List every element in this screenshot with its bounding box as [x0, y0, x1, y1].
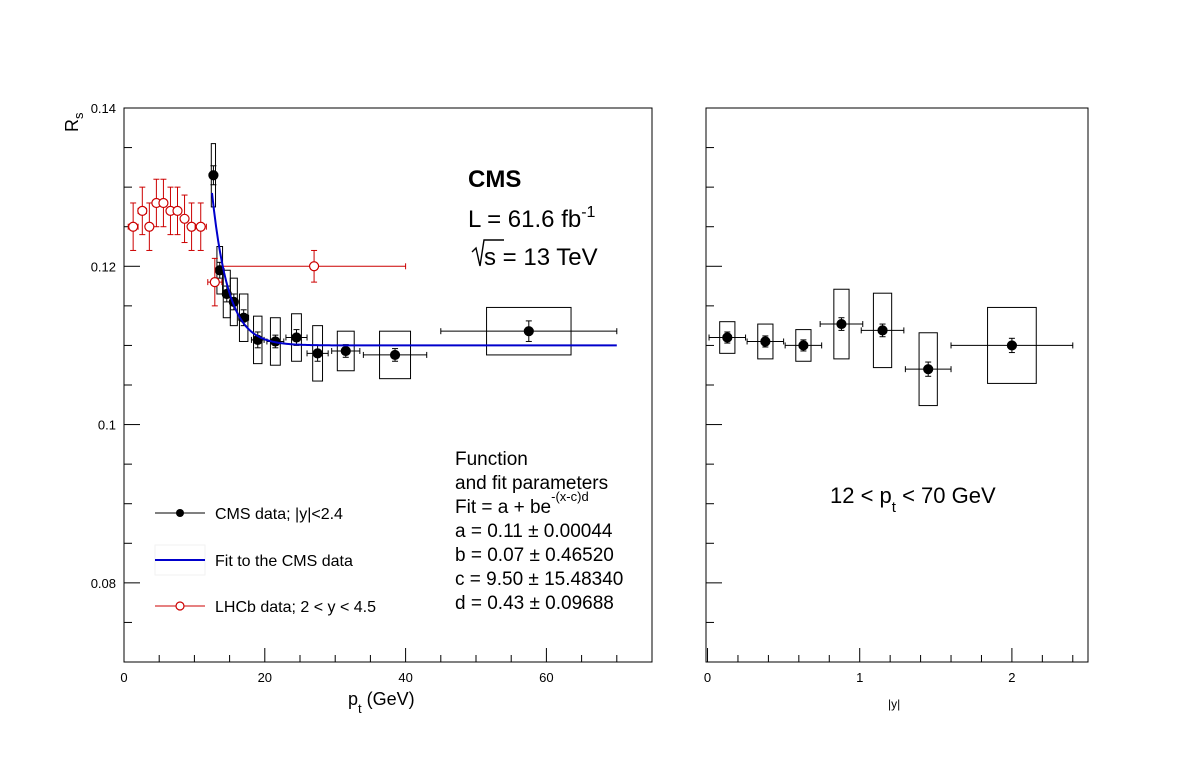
x-tick-label: 0: [704, 670, 711, 685]
left-data-marks: [127, 143, 618, 382]
cms-energy-sqrt: s: [484, 244, 496, 271]
left-xlabel-sub: t: [358, 701, 362, 716]
right-plot-frame: [705, 107, 1089, 663]
lhcb-point: [195, 221, 206, 232]
fit-param-c: c = 9.50 ± 15.48340: [455, 569, 623, 590]
fit-formula-exponent: -(x-c)d: [551, 489, 589, 504]
lhcb-point: [158, 197, 169, 209]
cms-point: [1006, 340, 1018, 351]
left-xlabel-main: p: [348, 689, 358, 709]
fit-param-a: a = 0.11 ± 0.00044: [455, 521, 613, 542]
right-panel: 0 1 2 |y| 12 < pt < 70 GeV: [704, 107, 1089, 711]
legend-entry-cms: CMS data; |y|<2.4: [155, 506, 343, 523]
fit-param-d: d = 0.43 ± 0.09688: [455, 593, 614, 614]
cms-point: [523, 326, 534, 337]
cms-lumi-label: L = 61.6 fb-1: [468, 204, 596, 233]
legend-lhcb-marker: [175, 601, 185, 611]
lhcb-point: [308, 261, 320, 272]
fit-text-line3: Fit = a + be-(x-c)d: [455, 489, 589, 518]
right-xlabel: |y|: [888, 697, 900, 711]
sqrt-symbol: [471, 239, 504, 267]
cms-point: [312, 348, 323, 359]
left-xlabel: pt (GeV): [348, 689, 415, 716]
left-axis-ticks: 0 20 40 60 0.08 0.1 0.12 0.14: [91, 101, 653, 685]
x-tick-label: 40: [398, 670, 412, 685]
cms-lumi-sup: -1: [581, 204, 595, 221]
x-tick-label: 1: [856, 670, 863, 685]
fit-formula: Fit = a + be: [455, 497, 551, 518]
fit-parameters-box: Function and fit parameters Fit = a + be…: [455, 449, 623, 614]
left-ylabel: Rs: [62, 112, 86, 132]
cms-point: [877, 325, 888, 336]
right-axis-ticks: 0 1 2: [704, 107, 1074, 685]
cms-lumi-text: L = 61.6 fb: [468, 206, 581, 233]
cms-point: [923, 364, 934, 375]
right-annotation-sub: t: [892, 499, 897, 516]
right-annotation-suffix: < 70 GeV: [896, 483, 996, 508]
lhcb-point: [209, 277, 220, 288]
y-tick-label: 0.08: [91, 576, 116, 591]
right-annotation: 12 < pt < 70 GeV: [830, 483, 996, 516]
left-panel: 0 20 40 60 0.08 0.1 0.12 0.14 Rs pt (GeV) CMS L …: [62, 101, 653, 716]
fit-text-line2: and fit parameters: [455, 473, 608, 494]
left-ylabel-sub: s: [71, 112, 86, 119]
cms-point: [340, 345, 351, 357]
lhcb-point: [172, 205, 183, 216]
legend-entry-fit: Fit to the CMS data: [154, 544, 353, 576]
cms-point: [208, 170, 219, 181]
cms-point: [722, 332, 733, 343]
cms-point: [291, 332, 302, 343]
fit-curve: [211, 192, 617, 347]
cms-energy-label: s = 13 TeV: [471, 239, 598, 271]
legend-entry-lhcb: LHCb data; 2 < y < 4.5: [155, 599, 376, 616]
y-tick-label: 0.12: [91, 259, 116, 274]
right-annotation-prefix: 12 < p: [830, 483, 892, 508]
left-xlabel-unit: (GeV): [367, 689, 415, 709]
cms-point: [760, 336, 771, 347]
fit-param-b: b = 0.07 ± 0.46520: [455, 545, 614, 566]
legend-fit-label: Fit to the CMS data: [215, 553, 353, 570]
lhcb-point: [128, 221, 139, 232]
x-tick-label: 0: [120, 670, 127, 685]
cms-point: [798, 340, 809, 351]
cms-point: [389, 349, 401, 361]
cms-energy-rest: = 13 TeV: [496, 244, 598, 271]
lhcb-point: [179, 213, 190, 224]
x-tick-label: 20: [258, 670, 272, 685]
x-tick-label: 60: [539, 670, 553, 685]
legend-cms-marker: [176, 509, 184, 517]
legend: CMS data; |y|<2.4 Fit to the CMS data LH…: [154, 506, 376, 616]
lhcb-point: [137, 205, 148, 216]
lhcb-point: [144, 221, 155, 232]
right-data-marks: [708, 288, 1074, 407]
x-tick-label: 2: [1008, 670, 1015, 685]
y-tick-label: 0.1: [98, 418, 116, 433]
y-tick-label: 0.14: [91, 101, 116, 116]
cms-point: [836, 318, 847, 330]
cms-energy-text: s = 13 TeV: [484, 244, 598, 271]
fit-text-line1: Function: [455, 449, 528, 470]
cms-experiment-label: CMS: [468, 166, 521, 193]
legend-cms-label: CMS data; |y|<2.4: [215, 506, 343, 523]
legend-lhcb-label: LHCb data; 2 < y < 4.5: [215, 599, 376, 616]
left-ylabel-main: R: [62, 119, 82, 132]
